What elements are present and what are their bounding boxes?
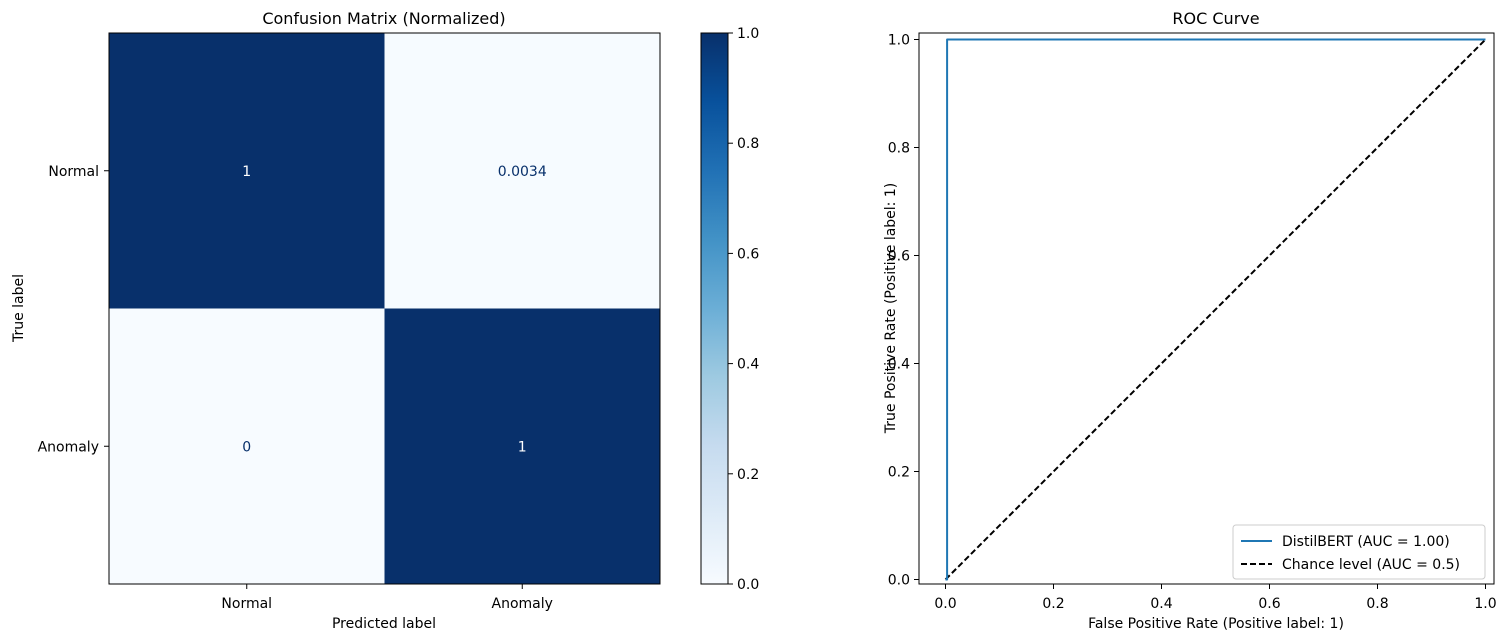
cm-cells: 1 0.0034 0 1 <box>109 33 660 584</box>
legend-label-distilbert: DistilBERT (AUC = 1.00) <box>1282 534 1450 550</box>
cm-frame <box>108 32 661 585</box>
cm-ticks: Normal Anomaly Normal Anomaly <box>38 164 553 612</box>
roc-xtick-label: 0.8 <box>1366 596 1388 612</box>
roc-xtick-label: 0.2 <box>1042 596 1064 612</box>
roc-xtick-label: 1.0 <box>1474 596 1496 612</box>
cm-cell-label-0-1: 0.0034 <box>498 164 547 180</box>
legend-box <box>1232 524 1486 580</box>
cm-cell-label-0-0: 1 <box>242 164 251 180</box>
roc-ticks: 0.0 0.2 0.4 0.6 0.8 1.0 0.0 0.2 0.4 0.6 0.8 1.0 <box>888 33 1497 613</box>
cm-cell-0-0 <box>109 33 385 309</box>
roc-legend: DistilBERT (AUC = 1.00) Chance level (AU… <box>1232 524 1486 580</box>
roc-ytick-label: 0.4 <box>888 357 910 373</box>
cm-title: Confusion Matrix (Normalized) <box>262 9 505 28</box>
colorbar <box>700 32 729 585</box>
cm-xlabel: Predicted label <box>332 616 436 632</box>
roc-ytick-label: 1.0 <box>888 33 910 49</box>
cm-cell-label-1-0: 0 <box>242 439 251 455</box>
roc-ytick-label: 0.0 <box>888 573 910 589</box>
roc-xtick-label: 0.6 <box>1258 596 1280 612</box>
roc-xlabel: False Positive Rate (Positive label: 1) <box>1088 616 1344 632</box>
colorbar-tick-label: 0.2 <box>737 467 759 483</box>
roc-title: ROC Curve <box>1172 9 1259 28</box>
roc-ytick-label: 0.2 <box>888 465 910 481</box>
roc-ylabel: True Positive Rate (Positive label: 1) <box>883 183 899 434</box>
cm-cell-label-1-1: 1 <box>518 439 527 455</box>
cm-ytick-label: Anomaly <box>38 439 99 455</box>
roc-chart: ROC Curve 0.0 0.2 0.4 0.6 0.8 1.0 0.0 0.2 0.4 0.6… <box>883 9 1497 632</box>
roc-ytick-label: 0.6 <box>888 249 910 265</box>
roc-xtick-label: 0.4 <box>1150 596 1172 612</box>
confusion-matrix-chart: Confusion Matrix (Normalized) 1 0.0034 0 1 … <box>11 9 759 632</box>
roc-lines <box>944 38 1487 581</box>
roc-frame <box>918 32 1495 585</box>
roc-xtick-label: 0.0 <box>934 596 956 612</box>
cm-xtick-label: Normal <box>221 596 272 612</box>
colorbar-ticks: 0.0 0.2 0.4 0.6 0.8 1.0 <box>728 26 759 593</box>
colorbar-tick-label: 1.0 <box>737 26 759 42</box>
roc-ytick-label: 0.8 <box>888 141 910 157</box>
cm-xtick-label: Anomaly <box>492 596 553 612</box>
colorbar-tick-label: 0.4 <box>737 357 759 373</box>
cm-ylabel: True label <box>11 274 27 343</box>
colorbar-tick-label: 0.8 <box>737 136 759 152</box>
cm-ytick-label: Normal <box>48 164 99 180</box>
cm-cell-1-1 <box>384 308 660 584</box>
roc-chance-line <box>944 38 1487 581</box>
cm-cell-1-0 <box>109 308 385 584</box>
colorbar-tick-label: 0.0 <box>737 577 759 593</box>
roc-distilbert-line <box>945 38 1486 581</box>
cm-cell-0-1 <box>384 33 660 309</box>
colorbar-tick-label: 0.6 <box>737 246 759 262</box>
legend-label-chance: Chance level (AUC = 0.5) <box>1282 557 1460 573</box>
